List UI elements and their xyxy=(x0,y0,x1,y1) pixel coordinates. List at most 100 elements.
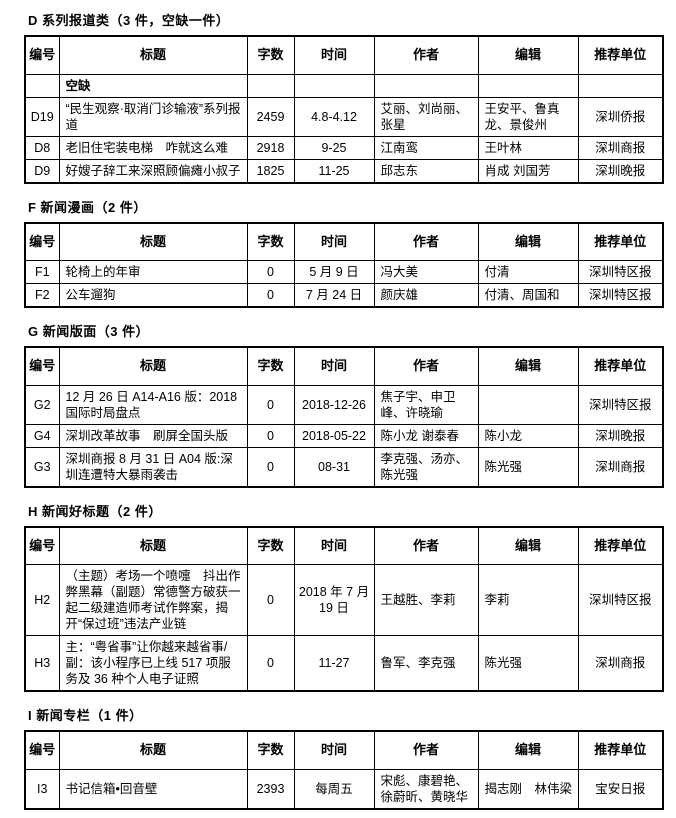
cell-recommending-unit xyxy=(577,73,664,98)
cell-word-count: 0 xyxy=(246,384,295,425)
column-header-editor: 编辑 xyxy=(477,346,579,386)
table-row: G3 深圳商报 8 月 31 日 A04 版:深圳连遭特大暴雨袭击 0 08-31 李克… xyxy=(24,446,664,487)
cell-word-count: 0 xyxy=(246,446,295,487)
cell-title: 空缺 xyxy=(58,73,248,98)
cell-editor: 肖成 刘国芳 xyxy=(477,158,579,183)
cell-recommending-unit: 深圳商报 xyxy=(577,446,664,487)
cell-title: 轮椅上的年审 xyxy=(58,260,248,284)
entries-table: 编号 标题 字数 时间 作者 编辑 推荐单位 H2 （主题）考场一个喷嚏 抖出作弊黑幕（副题）常… xyxy=(24,525,664,692)
table-row: F1 轮椅上的年审 0 5 月 9 日冯大美 付清 深圳特区报 xyxy=(24,260,664,284)
table-row: H3 主：“粤省事”让你越来越省事/副：该小程序已上线 517 项服务及 36 种… xyxy=(24,635,664,692)
cell-word-count: 0 xyxy=(246,423,295,448)
cell-recommending-unit: 深圳特区报 xyxy=(577,384,664,425)
cell-recommending-unit: 深圳商报 xyxy=(577,635,664,692)
cell-author: 冯大美 xyxy=(373,260,479,284)
cell-editor: 揭志刚 林伟梁 xyxy=(477,768,579,809)
column-header-author: 作者 xyxy=(373,526,479,565)
header-row: 编号 标题 字数 时间 作者 编辑 推荐单位 xyxy=(24,730,664,770)
column-header-title: 标题 xyxy=(58,346,248,386)
cell-date: 11-25 xyxy=(293,158,375,183)
column-header-editor: 编辑 xyxy=(477,526,579,565)
cell-recommending-unit: 深圳特区报 xyxy=(577,283,664,308)
cell-word-count: 2393 xyxy=(246,768,295,809)
report-section: H 新闻好标题（2 件） 编号 标题 字数 时间 作者 编辑 推荐单位 H2 （主题）考场一个喷嚏… xyxy=(24,501,664,692)
cell-author: 艾丽、刘尚丽、张星 xyxy=(373,96,479,137)
column-header-recommending-unit: 推荐单位 xyxy=(577,222,664,261)
column-header-title: 标题 xyxy=(58,526,248,565)
cell-author: 鲁军、李克强 xyxy=(373,635,479,692)
cell-date: 每周五 xyxy=(293,768,375,809)
column-header-word-count: 字数 xyxy=(246,222,295,261)
section-title: I 新闻专栏（1 件） xyxy=(28,708,143,723)
cell-editor: 付清 xyxy=(477,260,579,284)
cell-title: 公车遛狗 xyxy=(58,283,248,308)
section-title: H 新闻好标题（2 件） xyxy=(28,503,162,519)
report-section: D 系列报道类（3 件，空缺一件） 编号 标题 字数 时间 作者 编辑 推荐单位 空缺 D19 “民… xyxy=(24,10,664,184)
report-section: F 新闻漫画（2 件） 编号 标题 字数 时间 作者 编辑 推荐单位 F1 轮椅上的年审 0 5 月 … xyxy=(24,197,664,308)
cell-editor: 陈小龙 xyxy=(477,423,579,448)
cell-recommending-unit: 深圳特区报 xyxy=(577,260,664,284)
report-section: G 新闻版面（3 件） 编号 标题 字数 时间 作者 编辑 推荐单位 G2 12 月 26 日 A… xyxy=(24,321,664,488)
column-header-recommending-unit: 推荐单位 xyxy=(577,35,664,75)
cell-word-count: 0 xyxy=(246,564,295,636)
cell-word-count: 0 xyxy=(246,283,295,308)
column-header-word-count: 字数 xyxy=(246,35,295,75)
table-row: D19 “民生观察·取消门诊输液”系列报道 2459 4.8-4.12 艾丽、刘尚丽、张… xyxy=(24,96,664,137)
column-header-number: 编号 xyxy=(24,222,60,261)
column-header-editor: 编辑 xyxy=(477,222,579,261)
cell-editor: 陈光强 xyxy=(477,635,579,692)
cell-recommending-unit: 深圳晚报 xyxy=(577,423,664,448)
cell-date: 5 月 9 日 xyxy=(293,260,375,284)
cell-author: 王越胜、李莉 xyxy=(373,564,479,636)
cell-number xyxy=(24,73,60,98)
column-header-date: 时间 xyxy=(293,346,375,386)
cell-title: （主题）考场一个喷嚏 抖出作弊黑幕（副题）常德警方破获一起二级建造师考试作弊案，… xyxy=(58,564,248,636)
cell-title: 好嫂子辞工来深照顾偏瘫小叔子 xyxy=(58,158,248,183)
cell-date: 08-31 xyxy=(293,446,375,487)
cell-date: 2018-12-26 xyxy=(293,384,375,425)
column-header-editor: 编辑 xyxy=(477,35,579,75)
cell-recommending-unit: 深圳侨报 xyxy=(577,96,664,137)
section-title: D 系列报道类（3 件，空缺一件） xyxy=(28,13,230,28)
cell-editor: 陈光强 xyxy=(477,446,579,487)
column-header-date: 时间 xyxy=(293,35,375,75)
cell-number: G2 xyxy=(24,384,60,425)
cell-editor xyxy=(477,73,579,98)
cell-number: F2 xyxy=(24,283,60,308)
cell-editor: 王安平、鲁真龙、景俊州 xyxy=(477,96,579,137)
cell-author: 宋彪、康碧艳、徐蔚昕、黄晓华 xyxy=(373,768,479,809)
column-header-author: 作者 xyxy=(373,730,479,770)
header-row: 编号 标题 字数 时间 作者 编辑 推荐单位 xyxy=(24,526,664,565)
entries-table: 编号 标题 字数 时间 作者 编辑 推荐单位 G2 12 月 26 日 A14-A16 版：20… xyxy=(24,346,664,488)
cell-author: 邱志东 xyxy=(373,158,479,183)
cell-date: 2018 年 7 月 19 日 xyxy=(293,564,375,636)
table-row: I3 书记信箱•回音壁 2393 每周五 宋彪、康碧艳、徐蔚昕、黄晓华 揭志刚 林伟梁 宝安… xyxy=(24,768,664,809)
cell-number: D9 xyxy=(24,158,60,183)
cell-author: 陈小龙 谢泰春 xyxy=(373,423,479,448)
cell-editor xyxy=(477,384,579,425)
cell-date: 2018-05-22 xyxy=(293,423,375,448)
cell-date: 7 月 24 日 xyxy=(293,283,375,308)
cell-editor: 李莉 xyxy=(477,564,579,636)
column-header-date: 时间 xyxy=(293,730,375,770)
column-header-title: 标题 xyxy=(58,35,248,75)
header-row: 编号 标题 字数 时间 作者 编辑 推荐单位 xyxy=(24,222,664,261)
column-header-title: 标题 xyxy=(58,222,248,261)
column-header-recommending-unit: 推荐单位 xyxy=(577,526,664,565)
cell-recommending-unit: 深圳晚报 xyxy=(577,158,664,183)
cell-recommending-unit: 深圳商报 xyxy=(577,135,664,160)
entries-table: 编号 标题 字数 时间 作者 编辑 推荐单位 F1 轮椅上的年审 0 5 月 9 日冯大美 付清 深圳特… xyxy=(24,221,664,308)
cell-title: 12 月 26 日 A14-A16 版：2018 国际时局盘点 xyxy=(58,384,248,425)
cell-title: 深圳改革故事 刷屏全国头版 xyxy=(58,423,248,448)
cell-number: F1 xyxy=(24,260,60,284)
cell-number: D19 xyxy=(24,96,60,137)
table-row: 空缺 xyxy=(24,73,664,98)
cell-date: 4.8-4.12 xyxy=(293,96,375,137)
column-header-number: 编号 xyxy=(24,35,60,75)
award-entries-document: D 系列报道类（3 件，空缺一件） 编号 标题 字数 时间 作者 编辑 推荐单位 空缺 D19 “民… xyxy=(24,10,664,810)
cell-title: 老旧住宅装电梯 咋就这么难 xyxy=(58,135,248,160)
column-header-recommending-unit: 推荐单位 xyxy=(577,730,664,770)
table-row: F2 公车遛狗 0 7 月 24 日颜庆雄 付清、周国和 深圳特区报 xyxy=(24,283,664,308)
cell-word-count: 0 xyxy=(246,260,295,284)
section-title: G 新闻版面（3 件） xyxy=(28,324,150,339)
